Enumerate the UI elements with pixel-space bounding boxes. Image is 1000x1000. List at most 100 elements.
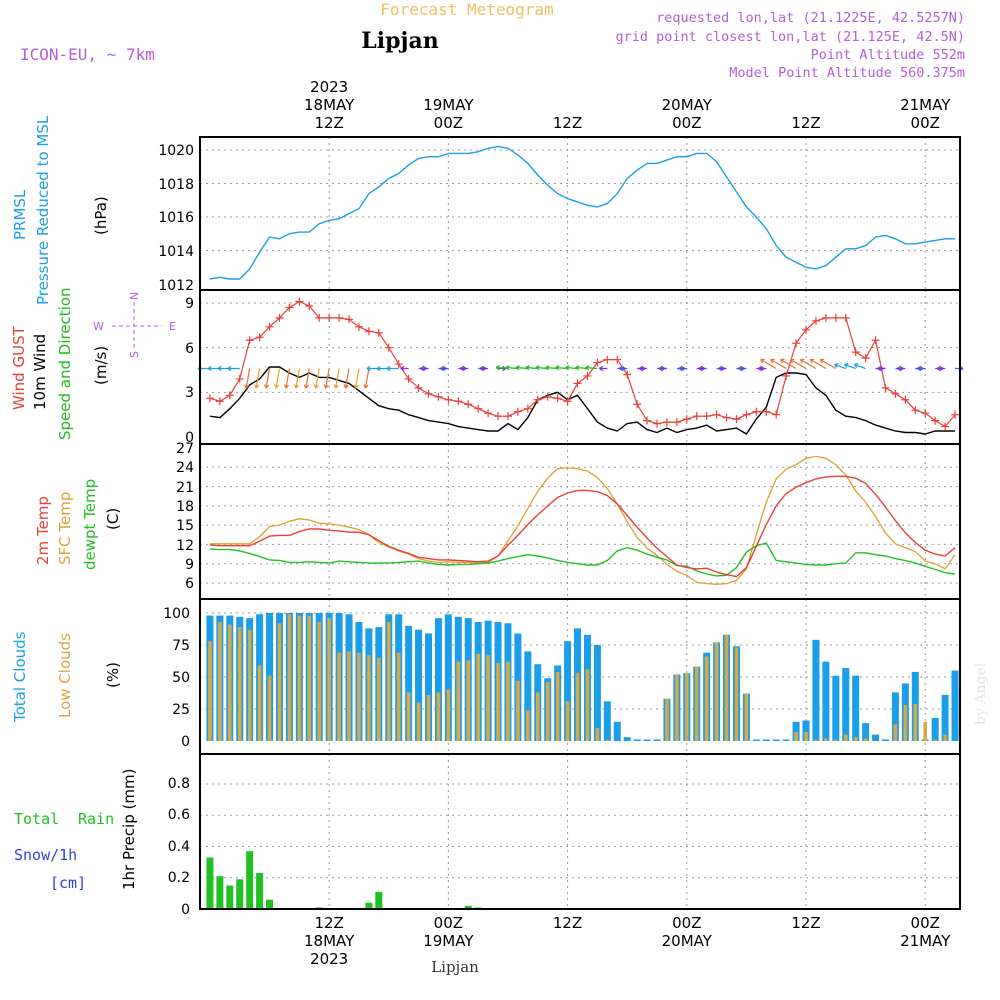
low-cloud-bar [357,652,361,741]
temp-2m-line [209,475,956,578]
clouds-unit: (%) [104,662,122,688]
total-cloud-bar [792,721,800,741]
gust-marker [613,355,622,364]
pressure-label-1: PRMSL [11,189,29,240]
gust-marker [543,392,552,401]
low-cloud-bar [595,728,600,741]
low-cloud-bar [327,618,331,741]
compass-rose: W E N S [93,292,176,358]
gust-marker [603,355,612,364]
gust-marker [315,313,324,322]
temp-tick: 21 [176,480,194,496]
temp-label: 2m Temp [34,496,52,565]
gust-marker [464,400,473,409]
compass-west: W [93,320,104,333]
wind-direction-arrow [789,358,807,370]
wind-direction-arrow [545,365,558,371]
wind-direction-arrow [599,365,608,372]
gust-marker [901,395,910,404]
gust-marker [941,422,950,431]
low-cloud-bar [237,627,242,741]
clouds-tick: 50 [172,670,190,686]
gust-marker [772,410,781,419]
low-cloud-bar [943,734,947,741]
low-cloud-bar [426,694,431,741]
clouds-ticks: 0 25 50 75 100 [163,606,190,750]
low-cloud-bar [853,737,858,741]
low-cloud-bar [506,661,510,741]
wind-unit: (m/s) [92,346,110,385]
total-cloud-bar [653,739,661,741]
temp-tick: 18 [176,499,194,515]
top-time-label: 12Z [791,114,820,132]
wind-direction-arrow [420,365,429,372]
bottom-time-label: 19MAY [423,932,474,950]
wind-direction-arrow [618,365,628,372]
low-cloud-bar [446,689,451,741]
wind-direction-arrow [515,365,528,371]
wind-direction-arrow [386,365,399,372]
low-cloud-bar [287,614,292,741]
gust-marker [434,392,443,401]
gust-marker [563,397,572,406]
gust-marker [414,383,423,392]
low-cloud-bar [297,615,302,741]
wind-direction-arrow [877,365,886,372]
wind-speed-line [209,366,955,435]
precip-ticks: 0 0.2 0.4 0.6 0.8 [168,776,190,918]
low-cloud-bar [714,642,719,741]
wind-direction-arrow [799,358,817,370]
total-cloud-bar [613,721,621,741]
gust-marker [285,303,294,312]
rain-bar [226,885,234,909]
plot-layer [197,145,964,909]
gust-marker [235,374,244,383]
low-cloud-bar [416,702,421,741]
wind-direction-arrow [479,365,489,372]
model-name: ICON-EU, ~ 7km [20,45,155,64]
gust-label: Wind GUST [10,325,28,410]
precip-tick: 0.8 [168,776,190,792]
gust-marker [325,313,334,322]
gust-marker [662,418,671,427]
low-cloud-bar [824,738,828,741]
gust-marker [205,394,214,403]
total-cloud-bar [872,734,880,741]
gust-marker [802,325,811,334]
low-cloud-bar [257,665,262,741]
low-cloud-bar [526,710,530,741]
top-time-label: 00Z [434,114,463,132]
wind-direction-arrow [843,363,856,370]
pressure-tick: 1018 [158,177,194,193]
low-cloud-bar [456,661,461,741]
clouds-tick: 100 [163,606,190,622]
direction-label: Speed and Direction [56,287,74,440]
wind-direction-arrow [555,365,568,371]
low-cloud-bar [804,732,808,741]
temp-tick: 27 [176,441,194,457]
low-cloud-bar [486,655,490,741]
low-cloud-bar [734,647,739,741]
gust-marker [295,297,304,306]
model-altitude: Model Point Altitude 560.375m [729,65,965,81]
temp-ticks: 6 9 12 15 18 21 24 27 [176,441,194,592]
wind-direction-arrow [936,365,946,372]
low-cloud-bar [516,680,520,741]
low-cloud-bar [665,698,669,741]
bottom-time-label: 2023 [310,950,348,968]
rain-bar [266,899,274,909]
wind-direction-arrow [333,368,340,389]
gust-marker [394,360,403,369]
low-cloud-bar [307,615,312,741]
low-cloud-bar [933,739,937,741]
sfc-temp-label: SFC Temp [56,492,74,565]
compass-south: S [128,351,141,358]
wind-direction-arrow [303,368,310,389]
gust-marker [762,407,771,416]
wind-direction-arrow [264,368,271,389]
total-cloud-bar [802,720,810,741]
gust-marker [513,407,522,416]
total-cloud-bar [812,639,820,741]
low-cloud-bar [436,692,441,741]
gust-marker [245,336,254,345]
